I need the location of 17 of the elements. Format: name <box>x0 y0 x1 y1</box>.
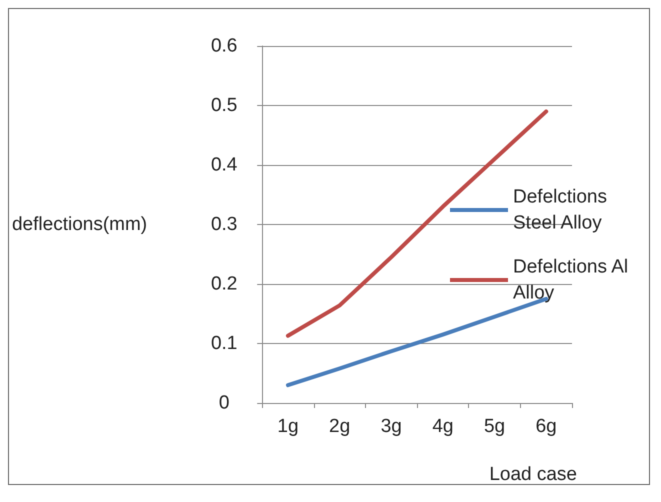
legend-label: Defelctions Steel Alloy <box>513 186 612 234</box>
x-tick-label: 5g <box>484 416 506 437</box>
y-tick-label: 0.5 <box>210 95 238 116</box>
x-tick-label: 6g <box>536 416 557 437</box>
y-tick-label: 0.2 <box>210 274 238 294</box>
y-tick-label: 0 <box>218 392 230 414</box>
y-axis-title: deflections(mm) <box>12 214 148 235</box>
x-tick-label: 2g <box>329 416 350 437</box>
y-tick-label: 0.4 <box>210 154 238 176</box>
x-axis-title: Load case <box>489 464 577 485</box>
x-tick-label: 3g <box>380 416 402 437</box>
y-tick-label: 0.3 <box>210 214 238 235</box>
x-tick-label: 4g <box>432 416 454 437</box>
legend-label: Defelctions Al Alloy <box>513 256 634 304</box>
x-tick-label: 1g <box>277 416 299 437</box>
y-tick-label: 0.1 <box>210 333 238 354</box>
y-tick-label: 0.6 <box>210 36 238 56</box>
